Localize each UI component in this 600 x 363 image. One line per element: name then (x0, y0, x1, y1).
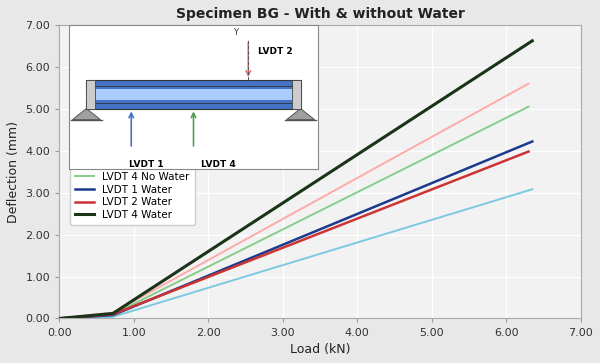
Text: LVDT 2: LVDT 2 (258, 47, 293, 56)
LVDT 2 No Water (109, 310, 116, 315)
Line: LVDT 4 No Water: LVDT 4 No Water (59, 107, 529, 318)
Legend: LVDT 1 No Water, LVDT 2 No Water, LVDT 4 No Water, LVDT 1 Water, LVDT 2 Water, L: LVDT 1 No Water, LVDT 2 No Water, LVDT 4… (70, 142, 194, 225)
Y-axis label: Deflection (mm): Deflection (mm) (7, 121, 20, 223)
Bar (86, 80, 95, 109)
LVDT 2 Water (109, 312, 116, 317)
LVDT 4 No Water (56, 316, 63, 321)
LVDT 1 Water (56, 316, 63, 321)
LVDT 1 No Water (529, 187, 536, 191)
LVDT 2 No Water (56, 316, 63, 321)
Bar (292, 80, 301, 109)
Text: LVDT 4: LVDT 4 (201, 160, 236, 169)
LVDT 4 No Water (109, 312, 116, 317)
X-axis label: Load (kN): Load (kN) (290, 343, 350, 356)
LVDT 4 Water (109, 311, 116, 315)
LVDT 4 Water (529, 38, 536, 43)
Line: LVDT 2 Water: LVDT 2 Water (59, 151, 529, 318)
LVDT 2 No Water (525, 81, 532, 86)
Line: LVDT 2 No Water: LVDT 2 No Water (59, 83, 529, 318)
Text: LVDT 1: LVDT 1 (129, 160, 163, 169)
Title: Specimen BG - With & without Water: Specimen BG - With & without Water (176, 7, 464, 21)
Line: LVDT 1 Water: LVDT 1 Water (59, 142, 532, 318)
Line: LVDT 1 No Water: LVDT 1 No Water (59, 189, 532, 318)
Polygon shape (73, 109, 100, 120)
LVDT 4 No Water (525, 105, 532, 109)
Bar (86, 89, 301, 100)
Text: Y: Y (233, 28, 238, 37)
LVDT 1 Water (109, 313, 116, 317)
LVDT 2 Water (525, 149, 532, 154)
Bar (86, 80, 301, 109)
LVDT 4 Water (56, 316, 63, 321)
Line: LVDT 4 Water: LVDT 4 Water (59, 41, 532, 318)
LVDT 1 No Water (56, 316, 63, 321)
LVDT 1 No Water (109, 315, 116, 319)
LVDT 2 Water (56, 316, 63, 321)
Polygon shape (287, 109, 314, 120)
LVDT 1 Water (529, 139, 536, 144)
